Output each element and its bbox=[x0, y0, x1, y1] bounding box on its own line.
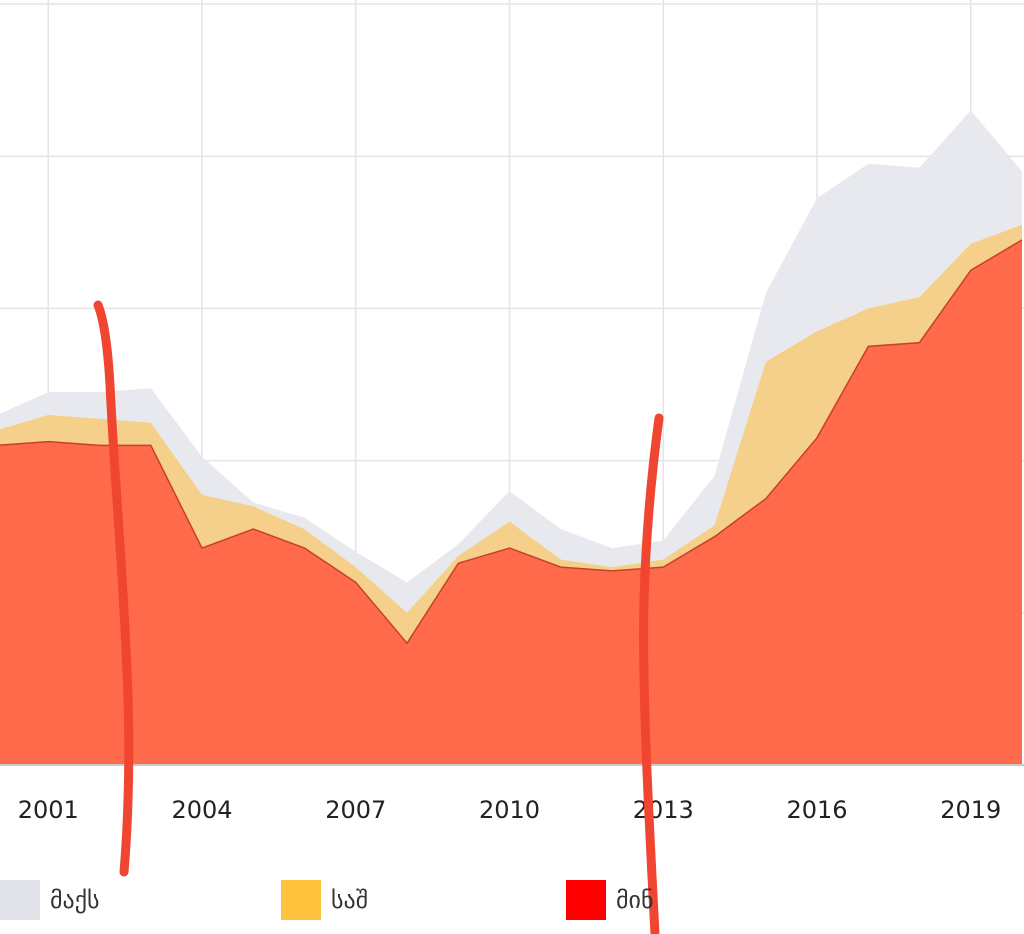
annotation-mark-left bbox=[93, 300, 134, 877]
legend-swatch-max bbox=[0, 880, 40, 920]
annotation-mark-right bbox=[639, 413, 664, 934]
area-series-min bbox=[0, 239, 1022, 765]
area-series-max bbox=[0, 110, 1022, 613]
x-tick-label: 2013 bbox=[633, 796, 694, 824]
x-tick-label: 2016 bbox=[786, 796, 847, 824]
legend-label-avg: საშ bbox=[331, 886, 369, 914]
legend-swatch-avg bbox=[281, 880, 321, 920]
area-series bbox=[0, 110, 1023, 765]
x-tick-label: 2001 bbox=[18, 796, 79, 824]
x-axis-tick-labels: 2001 2004 2007 2010 2013 2016 2019 bbox=[18, 796, 1002, 824]
hand-drawn-annotations bbox=[93, 300, 664, 934]
legend-swatch-min bbox=[566, 880, 606, 920]
series-line-min bbox=[0, 239, 1023, 645]
legend-label-max: მაქს bbox=[50, 886, 100, 914]
legend-label-min: მინ bbox=[616, 886, 654, 914]
x-tick-label: 2010 bbox=[479, 796, 540, 824]
x-tick-label: 2004 bbox=[171, 796, 232, 824]
legend-item-max[interactable]: მაქს bbox=[0, 878, 100, 922]
x-tick-label: 2007 bbox=[325, 796, 386, 824]
x-tick-label: 2019 bbox=[940, 796, 1001, 824]
legend: მაქს საშ მინ bbox=[0, 878, 1024, 928]
legend-item-min[interactable]: მინ bbox=[566, 878, 654, 922]
legend-item-avg[interactable]: საშ bbox=[281, 878, 368, 922]
area-series-avg bbox=[0, 224, 1022, 644]
